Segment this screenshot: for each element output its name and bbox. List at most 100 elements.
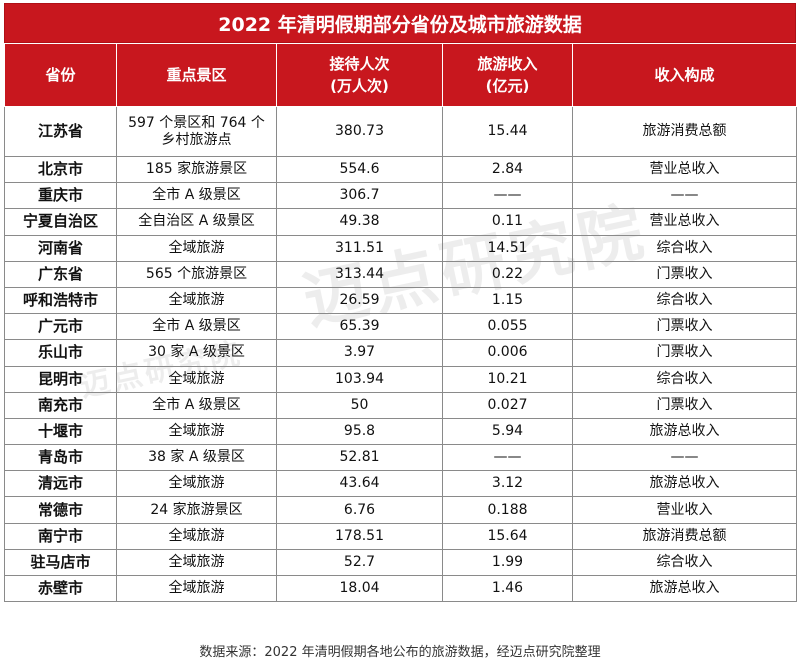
cell-composition: 综合收入 (572, 234, 797, 262)
table-title: 2022 年清明假期部分省份及城市旅游数据 (4, 3, 796, 43)
cell-revenue: 15.64 (442, 522, 573, 550)
cell-visitors: 49.38 (276, 208, 443, 236)
cell-visitors: 3.97 (276, 339, 443, 367)
table-row: 广元市 全市 A 级景区 65.39 0.055 门票收入 (4, 313, 797, 341)
cell-scenic: 38 家 A 级景区 (116, 444, 277, 472)
cell-composition: 门票收入 (572, 313, 797, 341)
table-row: 乐山市 30 家 A 级景区 3.97 0.006 门票收入 (4, 339, 797, 367)
table-row: 南充市 全市 A 级景区 50 0.027 门票收入 (4, 391, 797, 419)
cell-visitors: 26.59 (276, 286, 443, 315)
cell-scenic: 24 家旅游景区 (116, 496, 277, 524)
cell-scenic: 全域旅游 (116, 548, 277, 577)
cell-province: 南充市 (4, 391, 117, 419)
table-row: 十堰市 全域旅游 95.8 5.94 旅游总收入 (4, 417, 797, 446)
cell-province: 呼和浩特市 (4, 286, 117, 315)
table-row: 常德市 24 家旅游景区 6.76 0.188 营业收入 (4, 496, 797, 524)
cell-scenic-line: 597 个景区和 764 个 (128, 114, 265, 131)
table-row: 驻马店市 全域旅游 52.7 1.99 综合收入 (4, 548, 797, 577)
cell-visitors: 43.64 (276, 470, 443, 498)
cell-scenic: 565 个旅游景区 (116, 260, 277, 288)
cell-province: 南宁市 (4, 522, 117, 550)
cell-revenue: 2.84 (442, 155, 573, 184)
cell-revenue: 0.006 (442, 339, 573, 367)
cell-visitors: 65.39 (276, 313, 443, 341)
cell-revenue: 0.188 (442, 496, 573, 524)
cell-scenic: 全域旅游 (116, 470, 277, 498)
cell-revenue: 0.027 (442, 391, 573, 419)
cell-visitors: 311.51 (276, 234, 443, 262)
table-row: 宁夏自治区 全自治区 A 级景区 49.38 0.11 营业总收入 (4, 208, 797, 236)
cell-composition: 综合收入 (572, 365, 797, 393)
header-revenue-label: 旅游收入 (477, 55, 538, 73)
header-visitors: 接待人次 (万人次) (276, 43, 443, 107)
cell-visitors: 52.7 (276, 548, 443, 577)
tourism-data-table: 省份 重点景区 接待人次 (万人次) 旅游收入 (亿元) 收入构成 江苏省 59… (4, 43, 797, 603)
cell-visitors: 103.94 (276, 365, 443, 393)
header-composition: 收入构成 (572, 43, 797, 107)
cell-composition: 综合收入 (572, 286, 797, 315)
cell-scenic: 全域旅游 (116, 234, 277, 262)
table-row: 江苏省 597 个景区和 764 个 乡村旅游点 380.73 15.44 旅游… (4, 106, 797, 157)
header-province: 省份 (4, 43, 117, 107)
table-row: 清远市 全域旅游 43.64 3.12 旅游总收入 (4, 470, 797, 498)
cell-province: 赤壁市 (4, 574, 117, 603)
header-revenue: 旅游收入 (亿元) (442, 43, 573, 107)
table-row: 呼和浩特市 全域旅游 26.59 1.15 综合收入 (4, 286, 797, 315)
cell-composition: 旅游消费总额 (572, 522, 797, 550)
header-visitors-unit: (万人次) (330, 77, 389, 95)
cell-province: 江苏省 (4, 106, 117, 157)
table-row: 广东省 565 个旅游景区 313.44 0.22 门票收入 (4, 260, 797, 288)
cell-revenue: 10.21 (442, 365, 573, 393)
header-revenue-unit: (亿元) (485, 77, 530, 95)
data-source-note: 数据来源：2022 年清明假期各地公布的旅游数据，经迈点研究院整理 (199, 645, 601, 660)
cell-province: 十堰市 (4, 417, 117, 446)
cell-province: 广东省 (4, 260, 117, 288)
cell-scenic: 30 家 A 级景区 (116, 339, 277, 367)
cell-revenue: —— (442, 182, 573, 210)
table-header-row: 省份 重点景区 接待人次 (万人次) 旅游收入 (亿元) 收入构成 (4, 43, 797, 107)
table-row: 赤壁市 全域旅游 18.04 1.46 旅游总收入 (4, 574, 797, 603)
cell-scenic-line: 乡村旅游点 (161, 131, 232, 148)
cell-revenue: 14.51 (442, 234, 573, 262)
cell-province: 清远市 (4, 470, 117, 498)
table-row: 北京市 185 家旅游景区 554.6 2.84 营业总收入 (4, 155, 797, 184)
cell-visitors: 178.51 (276, 522, 443, 550)
cell-revenue: 0.055 (442, 313, 573, 341)
cell-composition: —— (572, 444, 797, 472)
cell-composition: 旅游总收入 (572, 574, 797, 603)
data-table-container: 2022 年清明假期部分省份及城市旅游数据 省份 重点景区 接待人次 (万人次)… (4, 3, 797, 603)
cell-composition: 旅游消费总额 (572, 106, 797, 157)
table-row: 青岛市 38 家 A 级景区 52.81 —— —— (4, 444, 797, 472)
cell-composition: 营业收入 (572, 496, 797, 524)
table-row: 重庆市 全市 A 级景区 306.7 —— —— (4, 182, 797, 210)
cell-province: 昆明市 (4, 365, 117, 393)
cell-province: 青岛市 (4, 444, 117, 472)
cell-visitors: 95.8 (276, 417, 443, 446)
cell-revenue: —— (442, 444, 573, 472)
cell-visitors: 554.6 (276, 155, 443, 184)
cell-composition: 营业总收入 (572, 208, 797, 236)
cell-revenue: 3.12 (442, 470, 573, 498)
cell-scenic: 全市 A 级景区 (116, 313, 277, 341)
cell-scenic: 全市 A 级景区 (116, 182, 277, 210)
cell-composition: 门票收入 (572, 391, 797, 419)
cell-composition: 门票收入 (572, 339, 797, 367)
cell-composition: —— (572, 182, 797, 210)
cell-revenue: 15.44 (442, 106, 573, 157)
cell-visitors: 6.76 (276, 496, 443, 524)
cell-composition: 旅游总收入 (572, 417, 797, 446)
table-row: 昆明市 全域旅游 103.94 10.21 综合收入 (4, 365, 797, 393)
cell-scenic: 全市 A 级景区 (116, 391, 277, 419)
cell-composition: 门票收入 (572, 260, 797, 288)
cell-visitors: 306.7 (276, 182, 443, 210)
cell-visitors: 380.73 (276, 106, 443, 157)
cell-scenic: 全域旅游 (116, 417, 277, 446)
cell-composition: 综合收入 (572, 548, 797, 577)
cell-province: 宁夏自治区 (4, 208, 117, 236)
header-visitors-label: 接待人次 (329, 55, 390, 73)
cell-composition: 旅游总收入 (572, 470, 797, 498)
table-row: 河南省 全域旅游 311.51 14.51 综合收入 (4, 234, 797, 262)
cell-province: 河南省 (4, 234, 117, 262)
table-row: 南宁市 全域旅游 178.51 15.64 旅游消费总额 (4, 522, 797, 550)
cell-visitors: 50 (276, 391, 443, 419)
